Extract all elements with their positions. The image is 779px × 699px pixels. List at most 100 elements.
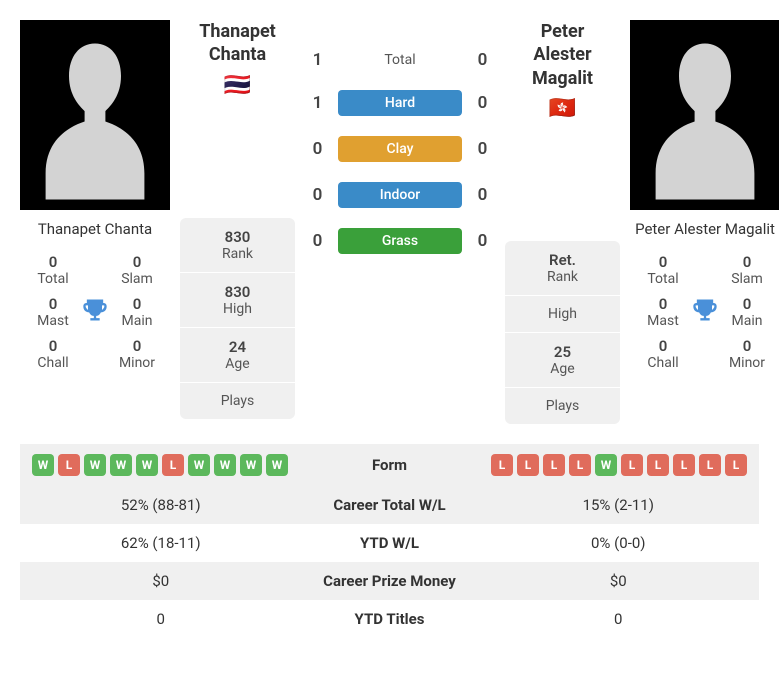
surface-badge[interactable]: Hard [338,90,462,116]
p2-main-label: Main [719,313,775,329]
p2-minor-label: Minor [719,355,775,371]
stat-label: Career Prize Money [290,572,490,590]
player2-photo[interactable] [630,20,779,210]
form-badge[interactable]: L [543,454,565,476]
p2-minor-value: 0 [719,337,775,355]
rank-label-2: Rank [510,269,615,285]
stat-p1: 0 [32,610,290,628]
high-label: High [185,301,290,317]
stat-p2: 15% (2-11) [490,496,748,514]
high-label-2: High [510,306,615,322]
plays-label-2: Plays [510,398,615,414]
h2h-surface-row: 1 Hard 0 [305,90,495,116]
stat-p2: 0% (0-0) [490,534,748,552]
h2h-surface-row: 0 Clay 0 [305,136,495,162]
h2h-p2: 0 [470,231,495,251]
player1-info: 830Rank 830High 24Age Plays [180,218,295,419]
stat-p2: 0 [490,610,748,628]
p2-slam-value: 0 [719,253,775,271]
form-badge[interactable]: W [188,454,210,476]
plays-label: Plays [185,393,290,409]
form-p1: WLWWWLWWWW [32,454,290,476]
p1-minor-label: Minor [109,355,165,371]
player2-flag: 🇭🇰 [513,96,613,121]
p2-mast-label: Mast [635,313,691,329]
form-badge[interactable]: W [240,454,262,476]
surface-badge[interactable]: Indoor [338,182,462,208]
player2-last: Magalit [513,67,613,90]
player1-last: Chanta [188,43,288,66]
form-badge[interactable]: L [699,454,721,476]
h2h-p1: 0 [305,139,330,159]
form-badge[interactable]: W [84,454,106,476]
player2-header: Peter Alester Magalit 🇭🇰 [513,20,613,121]
stat-label: Career Total W/L [290,496,490,514]
player2-name[interactable]: Peter Alester Magalit [630,210,779,248]
p2-chall-label: Chall [635,355,691,371]
age-label: Age [185,356,290,372]
player2-titles: 0Total 0Slam 0Mast 0Main 0Chall 0Minor [630,248,779,376]
form-badge[interactable]: W [266,454,288,476]
p2-total-label: Total [635,271,691,287]
p1-chall-label: Chall [25,355,81,371]
surface-badge[interactable]: Grass [338,228,462,254]
form-badge[interactable]: L [621,454,643,476]
p1-total-label: Total [25,271,81,287]
p1-main-label: Main [109,313,165,329]
p1-rank: 830 [185,228,290,246]
stat-row: 62% (18-11)YTD W/L0% (0-0) [20,524,759,562]
form-label: Form [290,456,490,474]
player1-titles: 0Total 0Slam 0Mast 0Main 0Chall 0Minor [20,248,170,376]
p1-total-value: 0 [25,253,81,271]
player-silhouette-icon [30,30,160,200]
form-badge[interactable]: W [214,454,236,476]
trophy-icon [81,296,109,324]
h2h-p2: 0 [470,93,495,113]
h2h-p1: 1 [305,93,330,113]
h2h-surface-row: 0 Indoor 0 [305,182,495,208]
player2-block: Peter Alester Magalit 0Total 0Slam 0Mast… [630,20,779,376]
form-badge[interactable]: W [136,454,158,476]
form-badge[interactable]: W [110,454,132,476]
stat-p2: $0 [490,572,748,590]
form-badge[interactable]: W [32,454,54,476]
form-badge[interactable]: L [647,454,669,476]
rank-label: Rank [185,246,290,262]
h2h-column: 1 Total 0 1Hard00Clay00Indoor00Grass0 [305,20,495,424]
form-badge[interactable]: L [569,454,591,476]
form-badge[interactable]: W [595,454,617,476]
p2-slam-label: Slam [719,271,775,287]
top-section: Thanapet Chanta 0Total 0Slam 0Mast 0Main… [20,20,759,424]
h2h-total-row: 1 Total 0 [305,50,495,70]
form-badge[interactable]: L [58,454,80,476]
player1-name[interactable]: Thanapet Chanta [20,210,170,248]
surface-badge[interactable]: Clay [338,136,462,162]
stat-p1: 52% (88-81) [32,496,290,514]
h2h-p2: 0 [470,185,495,205]
p2-total-value: 0 [635,253,691,271]
p1-high: 830 [185,283,290,301]
form-badge[interactable]: L [673,454,695,476]
p1-minor-value: 0 [109,337,165,355]
p1-main-value: 0 [109,295,165,313]
p1-mast-label: Mast [25,313,81,329]
player1-photo[interactable] [20,20,170,210]
h2h-total-label: Total [330,52,470,68]
p2-chall-value: 0 [635,337,691,355]
form-badge[interactable]: L [517,454,539,476]
h2h-p2: 0 [470,139,495,159]
form-row: WLWWWLWWWW Form LLLLWLLLLL [20,444,759,486]
p1-slam-label: Slam [109,271,165,287]
stat-row: 52% (88-81)Career Total W/L15% (2-11) [20,486,759,524]
form-badge[interactable]: L [162,454,184,476]
center-block: Thanapet Chanta 🇹🇭 830Rank 830High 24Age… [170,20,630,424]
stat-p1: 62% (18-11) [32,534,290,552]
h2h-total-p1: 1 [305,50,330,70]
stat-label: YTD W/L [290,534,490,552]
player1-first: Thanapet [188,20,288,43]
bottom-stats: WLWWWLWWWW Form LLLLWLLLLL 52% (88-81)Ca… [20,444,759,638]
h2h-p1: 0 [305,185,330,205]
stat-label: YTD Titles [290,610,490,628]
form-badge[interactable]: L [491,454,513,476]
form-badge[interactable]: L [725,454,747,476]
